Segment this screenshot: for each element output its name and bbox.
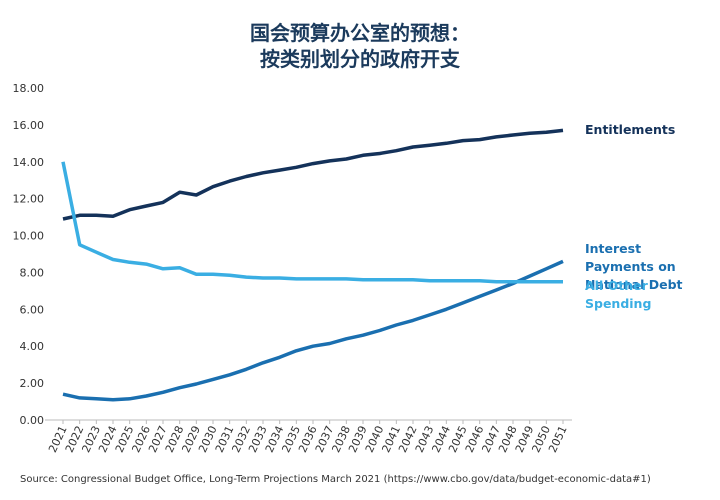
- chart-title: 国会预算办公室的预想：: [250, 21, 470, 45]
- y-tick-label: 10.00: [13, 230, 45, 243]
- y-tick-label: 6.00: [20, 303, 45, 316]
- y-tick-label: 14.00: [13, 156, 45, 169]
- y-tick-label: 2.00: [20, 377, 45, 390]
- series-label: Interest Payments on National Debt: [585, 241, 683, 293]
- source-note: Source: Congressional Budget Office, Lon…: [20, 474, 651, 485]
- series-line: [61, 161, 563, 284]
- y-tick-label: 16.00: [13, 119, 45, 132]
- series-line: [62, 128, 564, 221]
- chart-title: 按类别划分的政府开支: [260, 47, 461, 71]
- y-tick-label: 4.00: [20, 340, 45, 353]
- y-tick-label: 0.00: [20, 414, 45, 427]
- series-line: [62, 259, 564, 402]
- series-label: All Other Spending: [585, 277, 652, 311]
- y-tick-label: 8.00: [20, 266, 45, 279]
- series-label: Entitlements: [585, 122, 676, 138]
- y-tick-label: 12.00: [13, 193, 45, 206]
- y-tick-label: 18.00: [13, 82, 45, 95]
